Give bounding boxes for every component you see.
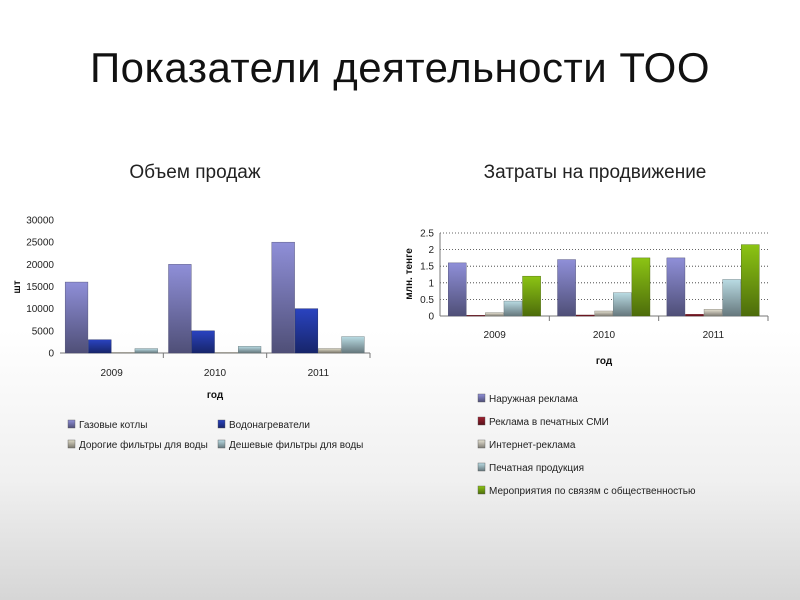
bar [666,257,686,317]
slide-title: Показатели деятельности ТОО [89,44,711,91]
legend-label: Интернет-реклама [489,440,576,451]
bar [134,348,158,354]
legend-label: Реклама в печатных СМИ [489,417,609,428]
bar [111,352,135,354]
legend-swatch [477,485,486,495]
legend-swatch [477,439,486,449]
y-tick-label: 15000 [26,282,54,293]
y-tick-label: 1 [428,278,434,289]
bar [741,244,760,317]
legend-label: Дешевые фильтры для воды [229,439,363,451]
y-axis-title: млн. тенге [404,248,415,300]
bar [503,300,523,317]
bar [522,275,541,317]
sales-chart-title: Объем продаж [129,162,261,183]
y-tick-label: 2.5 [420,229,434,240]
legend-label: Мероприятия по связям с общественностью [489,485,696,497]
legend-swatch [217,419,226,429]
y-tick-label: 30000 [26,216,54,227]
legend-swatch [477,416,486,426]
bar [613,292,632,317]
legend-swatch [477,393,486,403]
legend-label: Печатная продукция [489,463,584,474]
y-tick-label: 0 [48,349,54,360]
bar [575,314,595,317]
legend-label: Наружная реклама [489,394,578,405]
promo-chart-title: Затраты на продвижение [483,162,707,183]
y-tick-label: 10000 [26,304,54,315]
bar [722,279,741,317]
y-tick-label: 0.5 [420,295,434,306]
legend-swatch [217,439,226,449]
x-axis-title: год [207,390,224,401]
y-tick-label: 20000 [26,260,54,271]
bar [485,312,504,317]
bar [341,336,365,354]
y-tick-label: 25000 [26,238,54,249]
legend-label: Газовые котлы [79,420,147,431]
bar [466,315,486,317]
bar [294,308,319,354]
chart-1: 0 0.5 1 1.5 2 2.5 2009 2010 2011 год млн. тенге Нар… [404,229,769,497]
x-tick-label: 2011 [703,330,725,341]
bar [557,259,576,317]
bar [271,241,295,354]
y-axis-title: шт [12,280,23,293]
bar [214,352,238,354]
x-tick-label: 2010 [593,330,616,341]
legend-swatch [67,419,76,429]
legend-swatch [477,462,486,472]
y-tick-label: 1.5 [420,262,434,273]
x-tick-label: 2009 [484,330,507,341]
y-tick-label: 2 [428,245,434,256]
chart-0: 0 5000 10000 15000 20000 25000 30000 2009 2010 20… [12,216,371,451]
x-axis-title: год [596,356,613,367]
bar [318,348,342,354]
legend-swatch [67,439,76,449]
bar [631,257,651,317]
bar [238,346,262,354]
x-tick-label: 2010 [204,368,227,379]
y-tick-label: 0 [428,312,434,323]
bar [685,314,704,317]
bar [88,339,112,354]
bar [594,310,613,317]
legend-label: Дорогие фильтры для воды [79,439,208,451]
bar [191,330,215,354]
legend-label: Водонагреватели [229,420,310,431]
y-tick-label: 5000 [32,326,55,337]
bar [168,264,192,354]
bar [703,309,723,317]
bar [64,281,89,354]
x-tick-label: 2011 [308,368,330,379]
bar [448,262,467,317]
x-tick-label: 2009 [101,368,124,379]
